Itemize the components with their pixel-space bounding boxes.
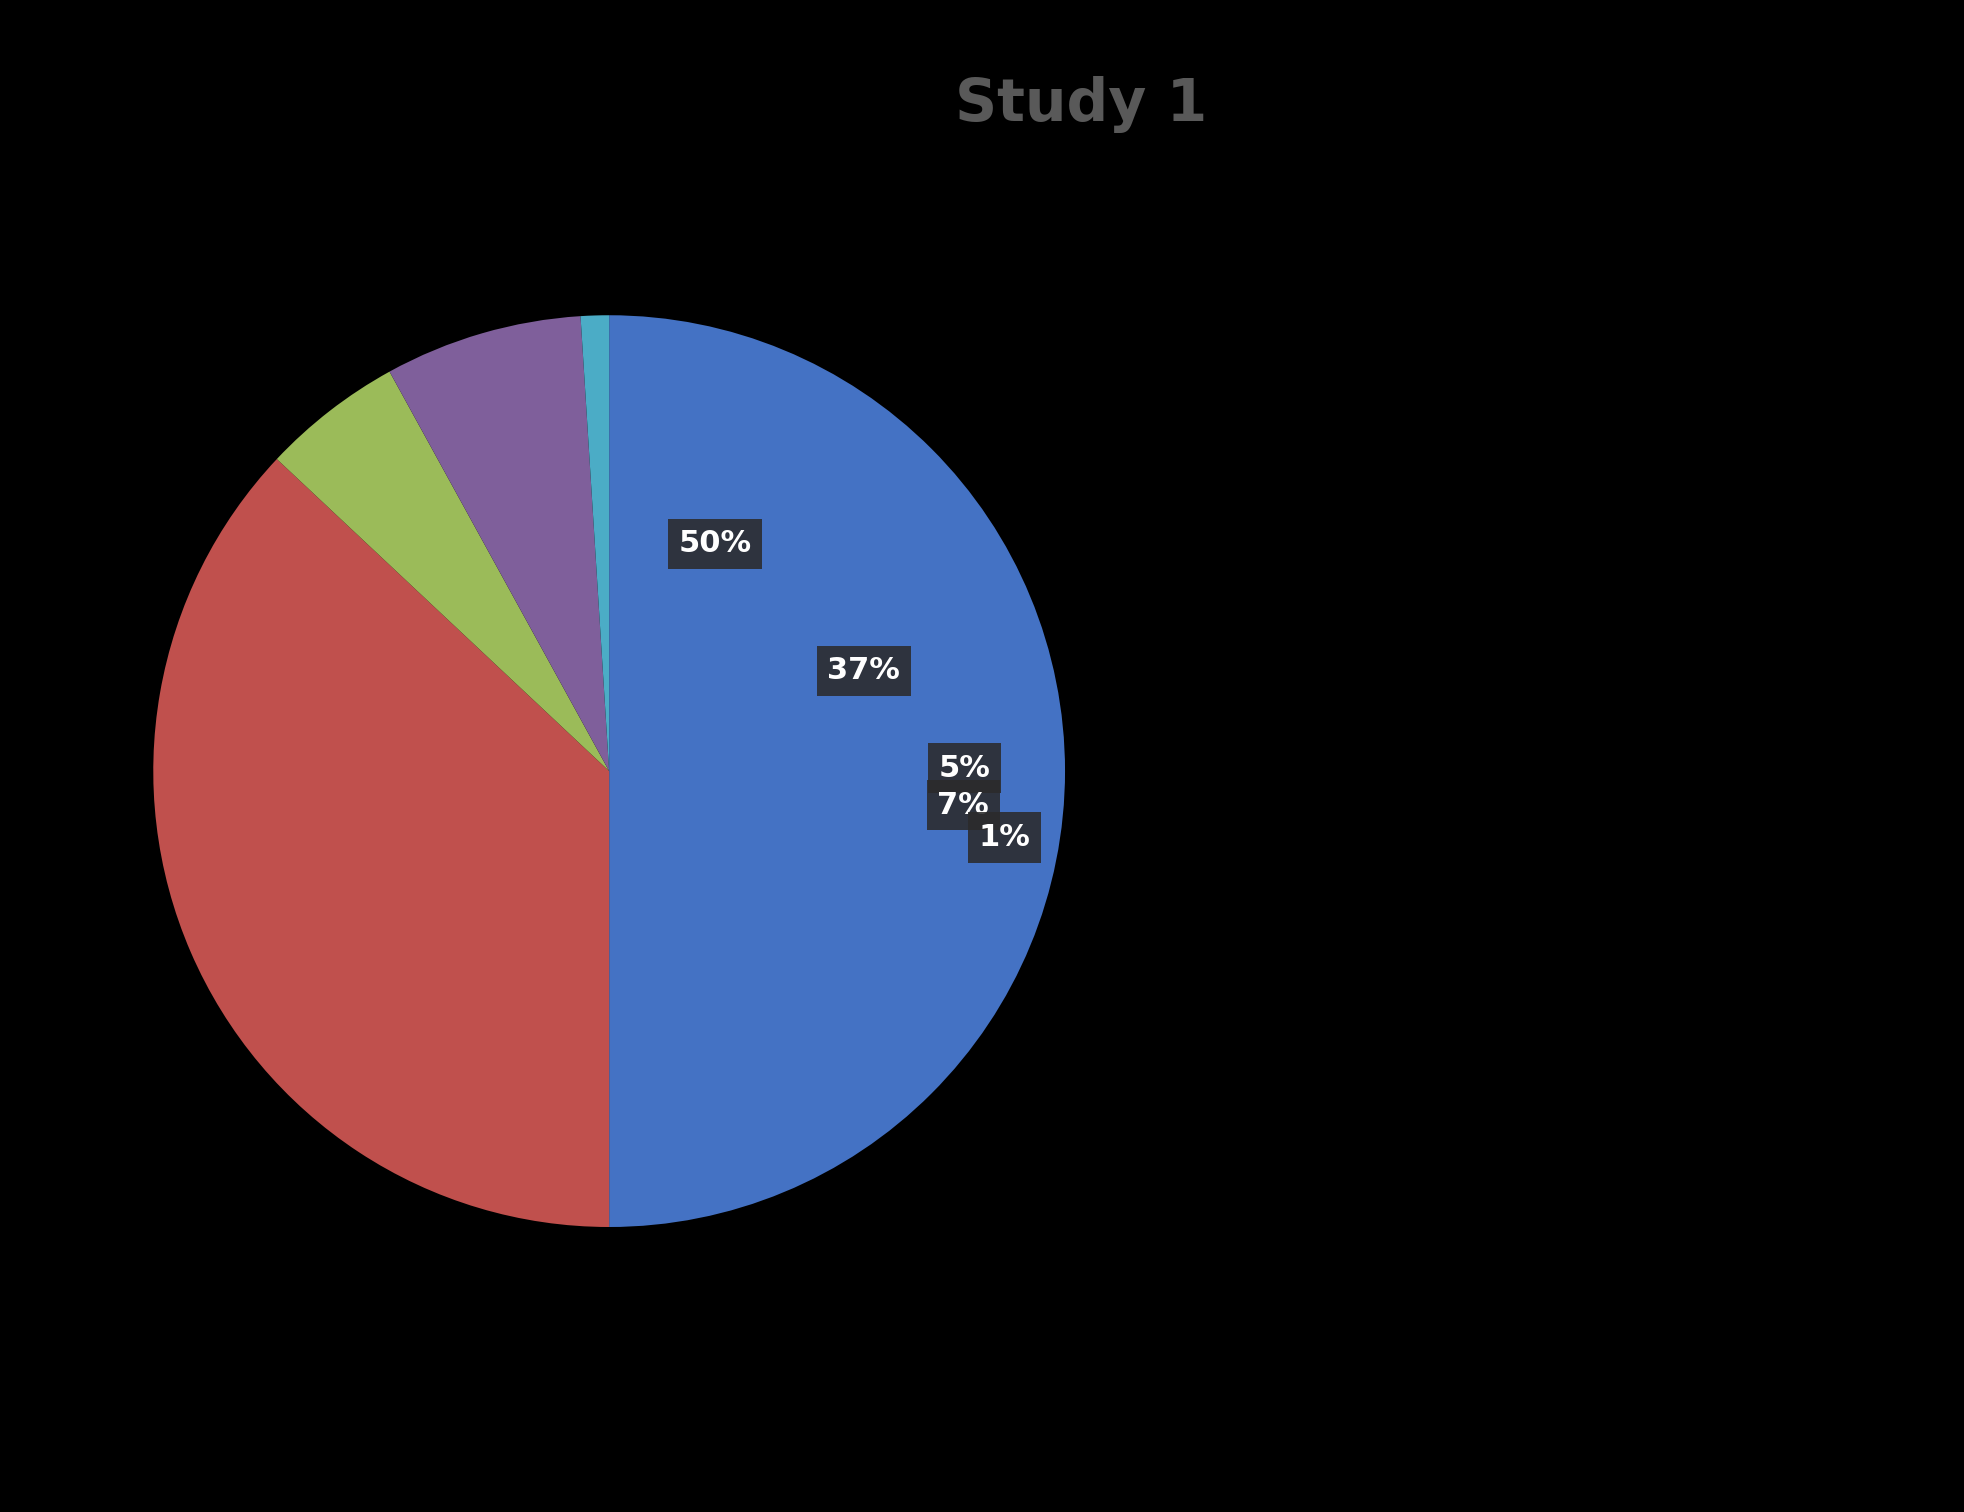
Text: 1%: 1%: [978, 823, 1031, 851]
Wedge shape: [389, 316, 609, 771]
Legend: White (76 patients), Black/AA (56 patients), Asian (7 subjects), Multiracial (10: White (76 patients), Black/AA (56 patien…: [1296, 603, 1807, 984]
Text: 37%: 37%: [827, 656, 900, 685]
Text: 7%: 7%: [937, 791, 988, 820]
Text: 5%: 5%: [939, 753, 990, 783]
Text: 50%: 50%: [678, 529, 752, 558]
Wedge shape: [277, 372, 609, 771]
Text: Study 1: Study 1: [955, 76, 1206, 133]
Wedge shape: [609, 314, 1064, 1228]
Wedge shape: [153, 460, 609, 1228]
Wedge shape: [579, 314, 609, 771]
